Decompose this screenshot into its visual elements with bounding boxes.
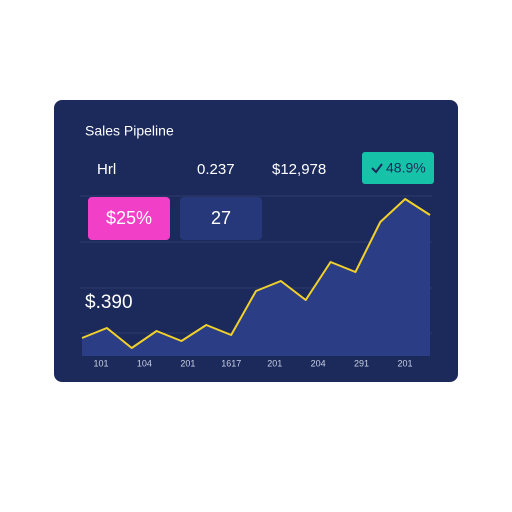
line xyxy=(81,198,431,349)
x-tick-label: 201 xyxy=(267,358,282,368)
check-icon xyxy=(371,163,383,174)
x-tick-label: 201 xyxy=(397,358,412,368)
tile xyxy=(180,197,262,240)
card-title: Sales Pipeline xyxy=(85,123,174,139)
badge xyxy=(362,152,434,184)
area xyxy=(82,199,430,356)
x-tick-label: 204 xyxy=(311,358,326,368)
x-tick-label: 1617 xyxy=(221,358,241,368)
tile-text: 27 xyxy=(211,208,231,228)
x-tick-label: 101 xyxy=(93,358,108,368)
big-value: $.390 xyxy=(85,292,133,313)
x-tick-label: 104 xyxy=(137,358,152,368)
stat: Hrl xyxy=(97,161,116,178)
tile xyxy=(88,197,170,240)
plot: 101 104 201 1617 201 204 291 201 xyxy=(81,198,431,368)
x-tick-label: 201 xyxy=(180,358,195,368)
stat: 0.237 xyxy=(197,161,235,178)
tile-text: $25% xyxy=(106,208,152,228)
badge-text: 48.9% xyxy=(386,160,426,176)
x-tick-label: 291 xyxy=(354,358,369,368)
stat: $12,978 xyxy=(272,161,326,178)
